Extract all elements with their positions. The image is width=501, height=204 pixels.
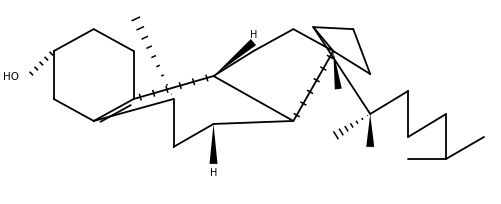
Text: HO: HO — [3, 72, 19, 82]
Text: H: H — [210, 167, 217, 177]
Polygon shape — [209, 124, 217, 164]
Polygon shape — [333, 52, 342, 90]
Polygon shape — [366, 114, 374, 147]
Text: H: H — [250, 30, 257, 40]
Polygon shape — [213, 40, 256, 77]
